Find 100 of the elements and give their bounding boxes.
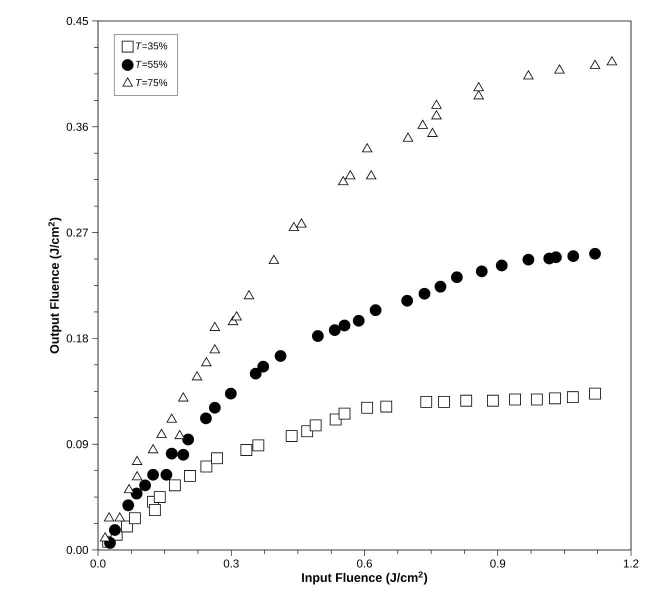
point [522,254,534,266]
point [178,392,188,402]
point [130,488,143,500]
point [431,100,442,109]
point [166,448,178,460]
x-tick-label: 0.0 [90,559,106,568]
point [274,350,286,362]
point [122,499,134,512]
point [257,360,270,372]
x-tick-label: 1.2 [624,559,638,568]
point [252,439,264,452]
y-tick-label: 0.45 [66,16,88,26]
legend-label: T=75% [136,79,168,86]
point [168,479,181,492]
point [296,218,307,228]
point [589,388,601,400]
point [128,512,141,524]
point [606,56,618,66]
point [139,479,151,492]
point [184,470,196,482]
point [240,444,252,456]
y-axis-title: Output Fluence (J/cm$^{2}$) [48,218,62,354]
point [124,484,134,494]
point [496,260,508,272]
point [338,320,350,332]
point [366,170,376,180]
point [554,64,565,74]
point [361,402,374,414]
point [182,434,194,446]
legend-label: T=35% [136,42,168,50]
point [451,271,463,284]
point [224,388,237,400]
point [370,304,382,316]
point [474,90,484,100]
point [177,448,190,461]
point [345,170,356,180]
point [590,60,600,69]
point [549,392,561,404]
x-axis-title: Input Fluence (J/cm$^{2}$) [302,571,428,584]
x-tick-label: 0.6 [357,559,372,568]
legend-label: T=55% [136,60,168,68]
point [208,402,221,414]
point [567,250,580,262]
point [231,311,242,320]
point [418,288,430,300]
point [438,396,450,408]
point [566,391,579,404]
point [201,357,212,366]
point [312,330,324,342]
point [310,419,322,432]
point [434,280,446,293]
point [486,394,499,407]
point [288,222,300,232]
point [192,371,202,380]
point [427,128,438,137]
point [402,132,414,142]
point [166,414,177,423]
point [174,430,185,440]
point [420,396,432,408]
point [244,290,254,300]
point [210,344,220,354]
point [401,294,414,307]
point [338,408,350,420]
point [156,428,167,438]
point [114,512,125,522]
point [530,394,543,406]
point [523,70,534,80]
point [147,468,159,481]
point [418,120,428,129]
point [509,394,521,406]
point [100,532,110,542]
point [132,456,142,465]
y-tick-label: 0.27 [66,228,88,237]
y-tick-label: 0.00 [66,546,88,554]
y-tick-label: 0.36 [66,122,88,131]
y-tick-label: 0.09 [66,440,88,448]
point [154,491,166,503]
point [160,468,172,481]
point [148,504,161,516]
point [121,520,133,532]
point [474,82,484,92]
point [210,322,220,331]
point [132,471,142,480]
point [460,394,472,407]
point [109,524,121,536]
point [328,324,341,336]
point [550,251,562,264]
point [362,143,372,152]
point [589,248,601,260]
point [476,265,488,278]
x-tick-label: 0.9 [490,559,506,568]
y-tick-label: 0.18 [66,334,88,342]
point [268,254,280,264]
point [104,512,114,522]
point [286,430,298,442]
point [200,460,212,472]
point [431,110,442,120]
point [200,412,212,424]
point [148,444,158,454]
point [211,452,223,464]
